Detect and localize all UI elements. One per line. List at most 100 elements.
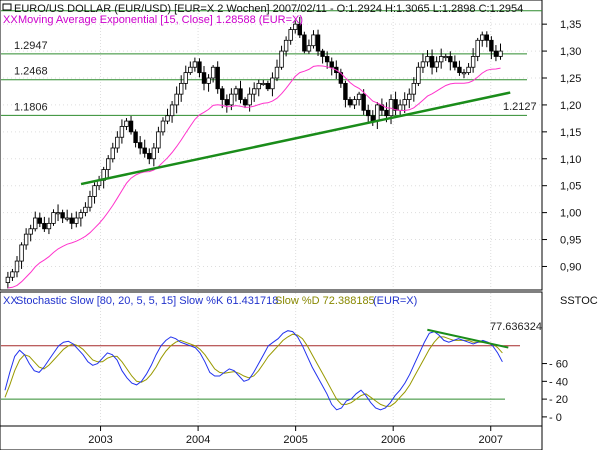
candle-body — [19, 244, 24, 262]
candle-body — [110, 147, 115, 160]
stochastic-y-tick-label: - 40 — [549, 376, 568, 388]
candle-body — [206, 77, 211, 84]
trend-line-value-label: 1.2127 — [503, 101, 537, 113]
candle-body — [51, 212, 56, 224]
candle-body — [311, 34, 316, 47]
candle-body — [197, 61, 202, 74]
candle-body — [283, 39, 289, 52]
candle-body — [452, 61, 458, 68]
candle-body — [46, 222, 52, 230]
candle-body — [133, 131, 138, 144]
candle-body — [137, 142, 143, 149]
stochastic-levels — [1, 345, 520, 400]
candle-body — [238, 88, 243, 100]
candle-body — [142, 147, 147, 154]
candle-body — [156, 131, 161, 149]
candle-body — [293, 23, 298, 30]
candle-body — [128, 120, 134, 133]
stochastic-slow-k-line — [4, 330, 503, 411]
ma-legend-icon: XX — [3, 14, 18, 26]
candle-body — [498, 50, 503, 57]
candle-body — [160, 120, 166, 133]
price-y-tick-label: 1,15 — [560, 127, 581, 139]
candle-body — [169, 104, 175, 117]
x-axis-band — [0, 425, 543, 450]
candle-body — [489, 39, 494, 52]
price-panel — [0, 0, 543, 291]
stochastic-k-legend: Stochastic Slow [80, 20, 5, 5, 15] Slow … — [16, 295, 278, 307]
candle-body — [480, 34, 485, 41]
candle-body — [475, 39, 480, 57]
candle-body — [256, 82, 261, 90]
x-axis-tick-label: 2004 — [186, 434, 210, 446]
stochastic-legend: XX Stochastic Slow [80, 20, 5, 5, 15] Sl… — [3, 295, 417, 307]
candle-body — [361, 93, 366, 111]
candle-body — [407, 93, 412, 100]
candle-body — [461, 72, 467, 75]
candle-body — [224, 99, 230, 106]
candle-body — [83, 206, 88, 214]
candle-body — [247, 93, 252, 106]
stochastic-annotation: 77.636324 — [490, 321, 542, 333]
candle-body — [78, 212, 84, 219]
candle-body — [429, 56, 435, 68]
stochastic-y-axis: - 0 - 20 - 40 - 60 — [542, 359, 568, 424]
candle-body — [188, 66, 193, 74]
candle-body — [119, 126, 125, 138]
candle-body — [60, 212, 65, 219]
candle-body — [324, 56, 330, 63]
price-y-tick-label: 1,35 — [560, 19, 581, 31]
price-level-label: 1.1806 — [14, 101, 48, 113]
x-axis-labels: 2003 2004 2005 2006 2007 — [88, 426, 503, 446]
candle-body — [402, 99, 407, 106]
candle-body — [297, 23, 302, 36]
stochastic-slow-d-line — [4, 333, 503, 407]
stochastic-legend-icon: XX — [3, 295, 18, 307]
price-y-tick-label: 1,10 — [560, 154, 581, 166]
candle-body — [366, 109, 371, 117]
candle-body — [438, 56, 444, 63]
candle-body — [457, 66, 462, 74]
price-y-axis: 0,90 0,95 1,00 1,05 1,10 1,15 1,20 1,25 1,30 1,35 — [542, 19, 581, 273]
candle-body — [493, 50, 499, 57]
candle-body — [425, 56, 430, 63]
candle-body — [174, 93, 179, 106]
candle-body — [343, 82, 348, 100]
candle-body — [179, 82, 184, 95]
moving-average-line — [7, 65, 501, 289]
candle-body — [192, 61, 198, 68]
candle-body — [347, 99, 353, 106]
price-y-tick-label: 1,25 — [560, 73, 581, 85]
candle-body — [466, 66, 471, 74]
candle-body — [14, 260, 20, 273]
candle-body — [484, 34, 490, 41]
candle-body — [124, 120, 129, 127]
candle-body — [106, 158, 111, 170]
candle-body — [443, 56, 448, 59]
candle-body — [215, 66, 220, 90]
candle-body — [115, 136, 120, 149]
candle-body — [375, 104, 380, 122]
price-legend: EURO/US DOLLAR (EUR/USD) [EUR=X 2 Wochen… — [2, 3, 523, 26]
stochastic-y-tick-label: - 0 — [549, 412, 562, 424]
candle-body — [420, 61, 426, 68]
candle-body — [352, 99, 357, 106]
price-y-tick-label: 1,30 — [560, 46, 581, 58]
candle-body — [37, 217, 43, 224]
candle-body — [10, 271, 15, 278]
ma-legend-label: Moving Average Exponential [15, Close] 1… — [18, 14, 303, 26]
price-y-tick-label: 1,20 — [560, 100, 581, 112]
price-y-tick-label: 1,05 — [560, 181, 581, 193]
candle-body — [302, 34, 307, 52]
candle-body — [220, 88, 225, 100]
candle-body — [306, 45, 312, 52]
candle-body — [147, 152, 152, 160]
stochastic-panel — [0, 291, 543, 427]
stochastic-y-tick-label: - 60 — [549, 359, 568, 371]
candlestick-series — [5, 16, 503, 289]
price-level-label: 1.2947 — [14, 40, 48, 52]
stochastic-axis-title: SSTOC — [560, 295, 598, 307]
candle-body — [329, 61, 334, 68]
x-axis-tick-label: 2005 — [283, 434, 307, 446]
